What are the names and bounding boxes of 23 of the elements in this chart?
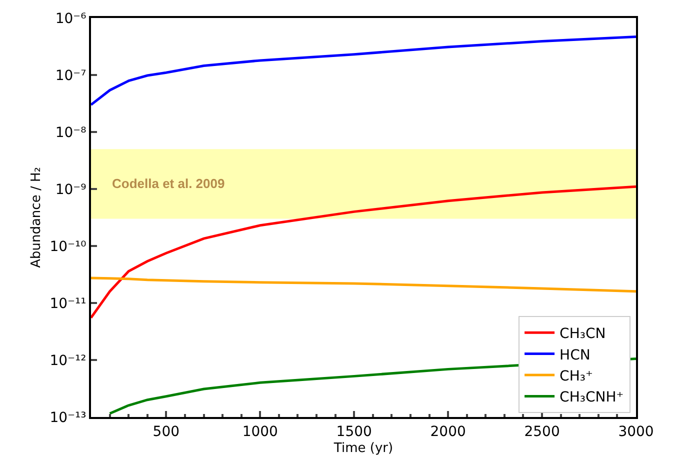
legend-label: HCN bbox=[560, 347, 590, 364]
y-axis-title: Abundance / H₂ bbox=[29, 167, 44, 268]
y-tick-label: 10⁻⁷ bbox=[55, 68, 86, 84]
x-tick-label: 2500 bbox=[524, 424, 560, 440]
legend-label: CH₃⁺ bbox=[560, 368, 593, 384]
legend-label: CH₃CN bbox=[560, 326, 606, 342]
y-tick-label: 10⁻¹¹ bbox=[50, 296, 86, 312]
x-tick-label: 2000 bbox=[430, 424, 466, 440]
x-tick-label: 500 bbox=[152, 424, 180, 440]
y-tick-label: 10⁻¹² bbox=[50, 352, 86, 369]
x-axis-title: Time (yr) bbox=[332, 440, 394, 456]
x-tick-label: 3000 bbox=[618, 424, 654, 440]
y-tick-label: 10⁻⁹ bbox=[55, 182, 87, 198]
y-tick-label: 10⁻¹³ bbox=[50, 410, 86, 426]
legend-label: CH₃CNH⁺ bbox=[560, 390, 624, 406]
line-series bbox=[91, 35, 636, 106]
line-series bbox=[91, 276, 636, 293]
x-tick-label: 1500 bbox=[336, 424, 372, 440]
y-tick-label: 10⁻⁶ bbox=[55, 10, 87, 27]
y-tick-label: 10⁻⁸ bbox=[55, 124, 87, 141]
band-label: Codella et al. 2009 bbox=[112, 176, 225, 191]
y-tick-label: 10⁻¹⁰ bbox=[50, 238, 87, 255]
x-tick-label: 1000 bbox=[242, 424, 278, 440]
